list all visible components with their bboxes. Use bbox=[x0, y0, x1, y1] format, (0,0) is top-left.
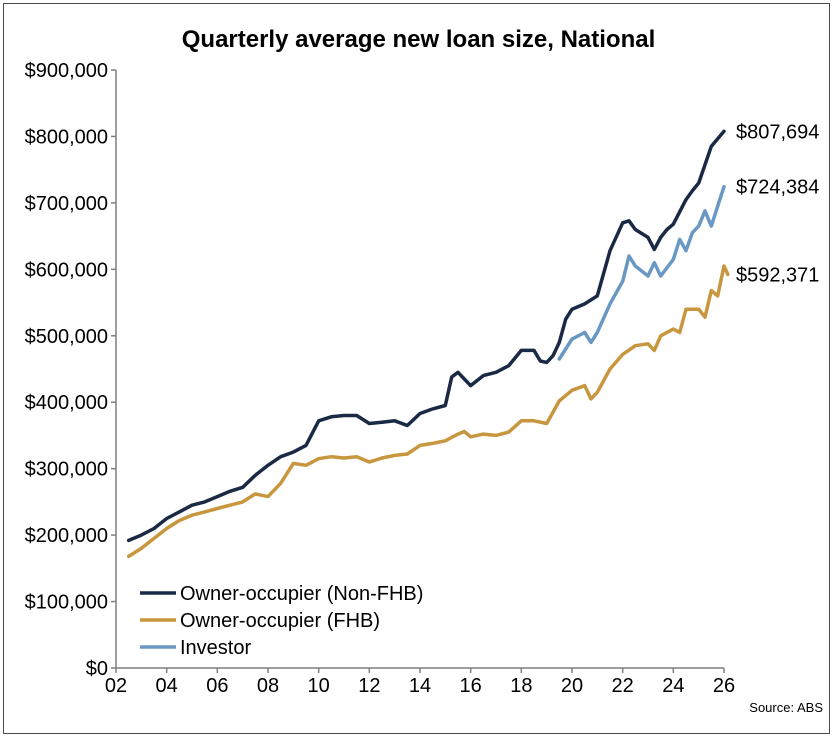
x-tick-label: 08 bbox=[257, 675, 279, 697]
legend: Owner-occupier (Non-FHB) Owner-occupier (… bbox=[140, 583, 423, 659]
x-tick-label: 18 bbox=[510, 675, 532, 697]
end-labels: $807,694 $592,371 $724,384 bbox=[736, 121, 819, 286]
series-line-1 bbox=[126, 129, 726, 543]
y-tick-label: $100,000 bbox=[25, 592, 108, 614]
x-tick-label: 06 bbox=[206, 675, 228, 697]
x-tick-label: 20 bbox=[561, 675, 583, 697]
series-lines bbox=[126, 129, 730, 559]
chart-frame bbox=[3, 3, 830, 734]
y-tick-label: $700,000 bbox=[25, 193, 108, 215]
x-tick-label: 12 bbox=[358, 675, 380, 697]
y-tick-label: $0 bbox=[86, 658, 108, 680]
end-value-label: $592,371 bbox=[736, 264, 819, 286]
y-tick-label: $200,000 bbox=[25, 525, 108, 547]
y-tick-label: $300,000 bbox=[25, 459, 108, 481]
x-tick-label: 26 bbox=[713, 675, 735, 697]
x-tick-label: 22 bbox=[612, 675, 634, 697]
chart-title: Quarterly average new loan size, Nationa… bbox=[181, 26, 656, 53]
legend-label: Owner-occupier (Non-FHB) bbox=[180, 583, 423, 605]
y-tick-label: $900,000 bbox=[25, 60, 108, 82]
x-axis-ticks: 02 04 06 08 10 12 14 16 18 20 22 24 26 bbox=[105, 668, 735, 697]
series-line-2 bbox=[126, 264, 730, 559]
y-tick-label: $800,000 bbox=[25, 126, 108, 148]
x-tick-label: 14 bbox=[409, 675, 431, 697]
y-tick-label: $500,000 bbox=[25, 326, 108, 348]
legend-label: Owner-occupier (FHB) bbox=[180, 610, 380, 632]
x-tick-label: 24 bbox=[662, 675, 684, 697]
y-tick-label: $600,000 bbox=[25, 259, 108, 281]
x-tick-label: 02 bbox=[105, 675, 127, 697]
x-tick-label: 16 bbox=[460, 675, 482, 697]
end-value-label: $724,384 bbox=[736, 177, 819, 199]
x-tick-label: 04 bbox=[156, 675, 178, 697]
y-tick-label: $400,000 bbox=[25, 392, 108, 414]
axes bbox=[115, 70, 724, 669]
source-note: Source: ABS bbox=[749, 700, 823, 715]
legend-label: Investor bbox=[180, 637, 251, 659]
y-axis-ticks: $0 $100,000 $200,000 $300,000 $400,000 $500,0… bbox=[25, 60, 116, 680]
end-value-label: $807,694 bbox=[736, 121, 819, 143]
x-tick-label: 10 bbox=[308, 675, 330, 697]
series-line-3 bbox=[557, 184, 726, 361]
